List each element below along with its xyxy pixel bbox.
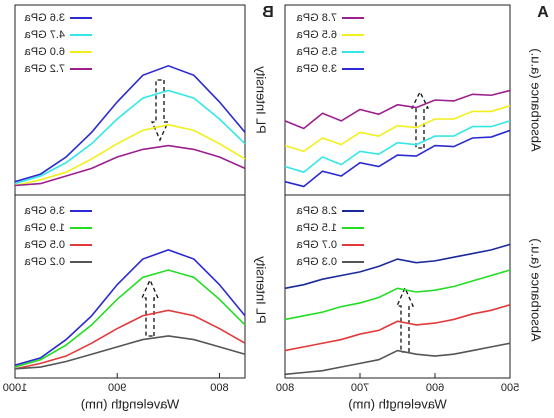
arrows bbox=[140, 79, 430, 353]
spectrum-line bbox=[284, 89, 511, 130]
x-tick-label: 700 bbox=[351, 382, 369, 394]
spectrum-line bbox=[14, 144, 246, 187]
x-axis-label: Wavelength (nm) bbox=[81, 396, 180, 411]
spectrum-line bbox=[14, 89, 246, 185]
x-tick-label: 800 bbox=[276, 382, 294, 394]
x-axis-label: Wavelength (nm) bbox=[348, 396, 447, 411]
legend-label: 2.8 GPa bbox=[296, 205, 337, 217]
spectrum-line bbox=[14, 123, 246, 187]
y-axis-label: PL Intensity bbox=[254, 256, 269, 324]
legend-label: 3.6 GPa bbox=[24, 205, 65, 217]
legend-label: 6.0 GPa bbox=[24, 46, 65, 58]
panel-label: B bbox=[262, 4, 274, 21]
legend-label: 3.9 GPa bbox=[296, 63, 337, 75]
x-tick-label: 600 bbox=[426, 382, 444, 394]
arrow bbox=[410, 90, 430, 149]
spectrum-line bbox=[284, 104, 511, 153]
legend-label: 1.9 GPa bbox=[24, 222, 65, 234]
spectrum-line bbox=[284, 129, 511, 188]
legend-label: 0.7 GPa bbox=[296, 239, 337, 251]
legend-label: 5.5 GPa bbox=[296, 46, 337, 58]
legend-label: 1.5 GPa bbox=[296, 222, 337, 234]
x-tick-label: 900 bbox=[108, 382, 126, 394]
spectrum-line bbox=[284, 304, 511, 352]
legend-label: 0.2 GPa bbox=[24, 256, 65, 268]
panel-label: A bbox=[537, 4, 549, 21]
y-axis-label: Absorbance (a.u.) bbox=[529, 238, 544, 341]
spectrum-line bbox=[284, 120, 511, 174]
legend-label: 7.8 GPa bbox=[296, 12, 337, 24]
legend-label: 3.6 GPa bbox=[24, 12, 65, 24]
arrow bbox=[150, 79, 170, 142]
spectrum-line bbox=[284, 342, 511, 376]
x-tick-label: 800 bbox=[210, 382, 228, 394]
y-axis-label: Absorbance (a.u.) bbox=[529, 48, 544, 151]
x-tick-label: 500 bbox=[501, 382, 519, 394]
spectrum-line bbox=[14, 64, 246, 183]
plot-frame bbox=[284, 194, 511, 379]
x-tick-label: 1000 bbox=[3, 382, 27, 394]
legend-label: 0.3 GPa bbox=[296, 256, 337, 268]
legend-label: 6.5 GPa bbox=[296, 29, 337, 41]
spectrum-line bbox=[14, 249, 246, 366]
arrow bbox=[395, 286, 415, 353]
spectrum-line bbox=[284, 269, 511, 321]
mirrored-figure: 7.8 GPa 6.5 GPa 5.5 GPa 3.9 GPa Absorbance (… bbox=[3, 4, 549, 411]
legend-label: 4.7 GPa bbox=[24, 29, 65, 41]
legend-label: 7.2 GPa bbox=[24, 63, 65, 75]
spectrum-line bbox=[14, 269, 246, 368]
arrow bbox=[140, 278, 160, 337]
spectrum-line bbox=[14, 309, 246, 370]
legend-label: 0.5 GPa bbox=[24, 239, 65, 251]
spectrum-line bbox=[284, 243, 511, 290]
spectrum-line bbox=[14, 335, 246, 370]
plot-frame bbox=[14, 194, 246, 379]
y-axis-label: PL Intensity bbox=[254, 66, 269, 134]
